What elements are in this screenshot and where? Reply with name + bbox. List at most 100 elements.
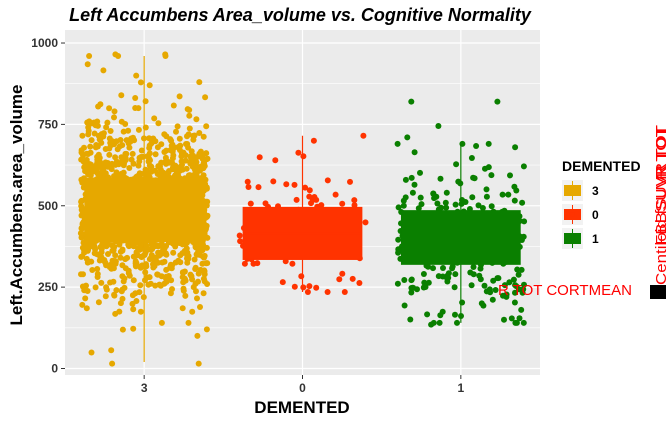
data-point [118, 118, 125, 125]
data-point [483, 186, 490, 193]
data-point [130, 306, 137, 313]
data-point [247, 200, 254, 207]
data-point [79, 244, 86, 251]
data-point [176, 147, 183, 153]
data-point [179, 305, 186, 312]
data-point [98, 249, 105, 256]
data-point [187, 271, 194, 278]
data-point [128, 156, 135, 163]
data-point [422, 284, 429, 290]
data-point [483, 288, 490, 295]
data-point [177, 142, 184, 149]
data-point [289, 260, 296, 267]
data-point [130, 134, 136, 141]
data-point [148, 252, 155, 259]
data-point [310, 137, 317, 144]
data-point [137, 241, 144, 248]
data-point [272, 157, 279, 164]
data-point [400, 202, 407, 209]
data-point [182, 152, 189, 159]
data-point [199, 245, 206, 252]
data-point [152, 243, 159, 250]
data-point [78, 203, 85, 209]
data-point [191, 155, 198, 161]
data-point [80, 271, 86, 278]
data-point [117, 254, 124, 261]
data-point [245, 184, 252, 190]
data-point [339, 270, 346, 277]
data-point [126, 144, 133, 151]
data-point [113, 287, 120, 294]
data-point [488, 203, 495, 210]
data-point [110, 278, 117, 285]
data-point [501, 282, 508, 289]
data-point [436, 319, 443, 326]
data-point [180, 270, 186, 276]
data-point [120, 169, 127, 176]
data-point [115, 53, 122, 59]
data-point [85, 124, 92, 131]
data-point [129, 300, 136, 307]
data-point [184, 255, 190, 262]
data-point [148, 168, 155, 175]
data-point [79, 132, 86, 139]
data-point [200, 290, 207, 297]
data-point [174, 123, 181, 130]
data-point [520, 163, 527, 170]
data-point [182, 157, 189, 164]
data-point [201, 254, 207, 261]
data-point [324, 177, 331, 184]
data-point [155, 120, 162, 127]
data-point [424, 311, 431, 318]
legend-key-point [570, 188, 575, 193]
data-point [488, 172, 495, 179]
data-point [85, 171, 92, 178]
data-point [183, 165, 190, 172]
data-point [304, 289, 311, 295]
data-point [130, 243, 137, 250]
data-point [185, 144, 192, 151]
data-point [351, 197, 358, 204]
data-point [102, 146, 109, 152]
data-point [262, 200, 269, 207]
data-point [179, 161, 185, 168]
data-point [186, 125, 193, 132]
data-point [111, 108, 118, 115]
data-point [161, 131, 168, 138]
data-point [394, 140, 401, 147]
data-point [158, 141, 165, 148]
data-point [184, 259, 191, 266]
data-point [106, 151, 113, 158]
data-point [511, 183, 518, 190]
data-point [236, 232, 243, 239]
data-point [114, 146, 121, 153]
data-point [449, 265, 456, 272]
data-point [513, 319, 520, 326]
data-point [489, 296, 496, 303]
data-point [87, 143, 94, 150]
data-point [193, 116, 200, 123]
data-point [194, 332, 201, 339]
chart-title: Left Accumbens Area_volume vs. Cognitive… [69, 5, 532, 25]
data-point [414, 286, 420, 293]
overlay-vertical-text-3: R TOT [653, 125, 666, 180]
data-point [395, 249, 402, 256]
data-point [313, 284, 320, 291]
data-point [103, 262, 110, 269]
data-point [515, 271, 522, 278]
data-point [163, 273, 170, 280]
data-point [146, 155, 152, 162]
data-point [152, 138, 159, 145]
data-point [145, 281, 152, 288]
data-point [109, 360, 116, 367]
data-point [204, 212, 211, 219]
data-point [452, 311, 458, 318]
data-point [435, 273, 442, 280]
data-point [401, 302, 408, 309]
data-point [133, 249, 140, 256]
data-point [93, 161, 100, 168]
overlay-vertical-text-1: Centiloid fSUVR TOT [653, 125, 666, 285]
data-point [394, 280, 401, 287]
data-point [142, 269, 149, 276]
data-point [83, 150, 90, 157]
